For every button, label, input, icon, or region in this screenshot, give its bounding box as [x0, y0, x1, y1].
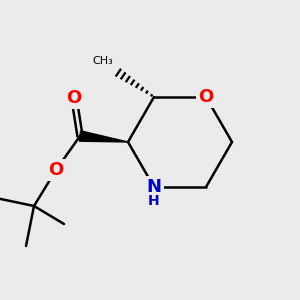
Text: O: O — [198, 88, 214, 106]
Text: H: H — [148, 194, 160, 208]
Text: CH₃: CH₃ — [92, 56, 113, 66]
Polygon shape — [80, 131, 128, 142]
Text: O: O — [48, 161, 64, 179]
Text: N: N — [146, 178, 161, 196]
Text: O: O — [66, 89, 82, 107]
